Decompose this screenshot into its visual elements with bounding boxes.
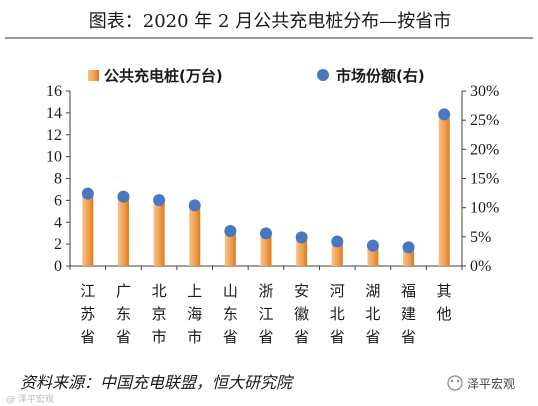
legend: 公共充电桩(万台) 市场份额(右) xyxy=(88,67,425,85)
left-tick-label: 16 xyxy=(46,83,62,100)
right-tick-label: 30% xyxy=(470,83,499,100)
bar xyxy=(403,248,415,266)
bar xyxy=(438,117,450,266)
right-tick-label: 10% xyxy=(470,200,499,217)
share-dot xyxy=(438,108,451,121)
category-label: 湖北省 xyxy=(365,282,380,346)
right-tick-label: 25% xyxy=(470,112,499,129)
category-label: 浙江省 xyxy=(258,282,273,346)
right-tick-label: 15% xyxy=(470,171,499,188)
corner-watermark: @ 泽平宏观 xyxy=(6,393,54,405)
left-tick-label: 0 xyxy=(54,258,62,275)
category-labels: 江苏省 广东省 北京市 上海市 山东省 浙江省 安徽省 河北省 湖北省 福建省 其他 xyxy=(80,282,451,346)
category-label: 上海市 xyxy=(187,282,202,346)
right-tick-label: 20% xyxy=(470,141,499,158)
bar xyxy=(153,201,165,266)
bar xyxy=(117,198,129,266)
left-tick-label: 2 xyxy=(54,236,62,253)
source-note: 资料来源：中国充电联盟，恒大研究院 xyxy=(20,373,295,392)
watermark: 泽平宏观 @ 泽平宏观 xyxy=(6,375,515,405)
share-dot xyxy=(366,239,379,252)
legend-dot-swatch xyxy=(317,69,329,81)
bar xyxy=(82,194,94,266)
bar xyxy=(331,241,343,266)
category-label: 江苏省 xyxy=(80,282,95,346)
share-dot xyxy=(331,235,344,248)
axes: 0 2 4 6 8 10 12 14 16 0% 5% 10% 15% 20% 25% 30% xyxy=(46,83,499,275)
bar-series xyxy=(82,117,450,266)
wechat-icon-eye-left xyxy=(450,379,454,383)
share-dot xyxy=(224,225,237,237)
share-dot xyxy=(153,194,166,207)
share-dot xyxy=(260,227,272,240)
category-label: 广东省 xyxy=(116,282,131,346)
left-tick-label: 8 xyxy=(54,171,62,188)
category-label: 福建省 xyxy=(401,282,416,346)
right-tick-label: 5% xyxy=(470,229,491,246)
share-dot xyxy=(295,231,308,244)
category-label: 安徽省 xyxy=(294,282,309,346)
chart-title: 图表：2020 年 2 月公共充电桩分布—按省市 xyxy=(89,11,451,32)
dot-series xyxy=(81,108,451,254)
right-tick-label: 0% xyxy=(470,258,491,275)
bar xyxy=(367,246,379,266)
category-label: 河北省 xyxy=(330,282,345,346)
legend-bar-swatch xyxy=(88,70,99,81)
left-tick-label: 10 xyxy=(46,149,62,166)
left-tick-label: 14 xyxy=(46,105,62,122)
legend-dot-label: 市场份额(右) xyxy=(336,67,425,85)
share-dot xyxy=(188,199,201,212)
left-tick-label: 6 xyxy=(54,192,62,209)
category-label: 北京市 xyxy=(152,282,167,346)
bar xyxy=(189,206,201,266)
category-label: 山东省 xyxy=(223,282,238,346)
legend-bar-label: 公共充电桩(万台) xyxy=(104,67,223,85)
wechat-icon-eye-right xyxy=(456,379,460,383)
left-tick-label: 4 xyxy=(54,214,62,231)
share-dot xyxy=(402,241,415,254)
share-dot xyxy=(117,190,130,203)
category-label: 其他 xyxy=(437,282,452,323)
bar xyxy=(260,234,272,266)
wechat-icon xyxy=(447,375,463,391)
watermark-text: 泽平宏观 xyxy=(467,376,515,391)
left-tick-label: 12 xyxy=(46,127,62,144)
bar xyxy=(296,237,308,266)
bar xyxy=(224,232,236,266)
share-dot xyxy=(81,187,94,200)
